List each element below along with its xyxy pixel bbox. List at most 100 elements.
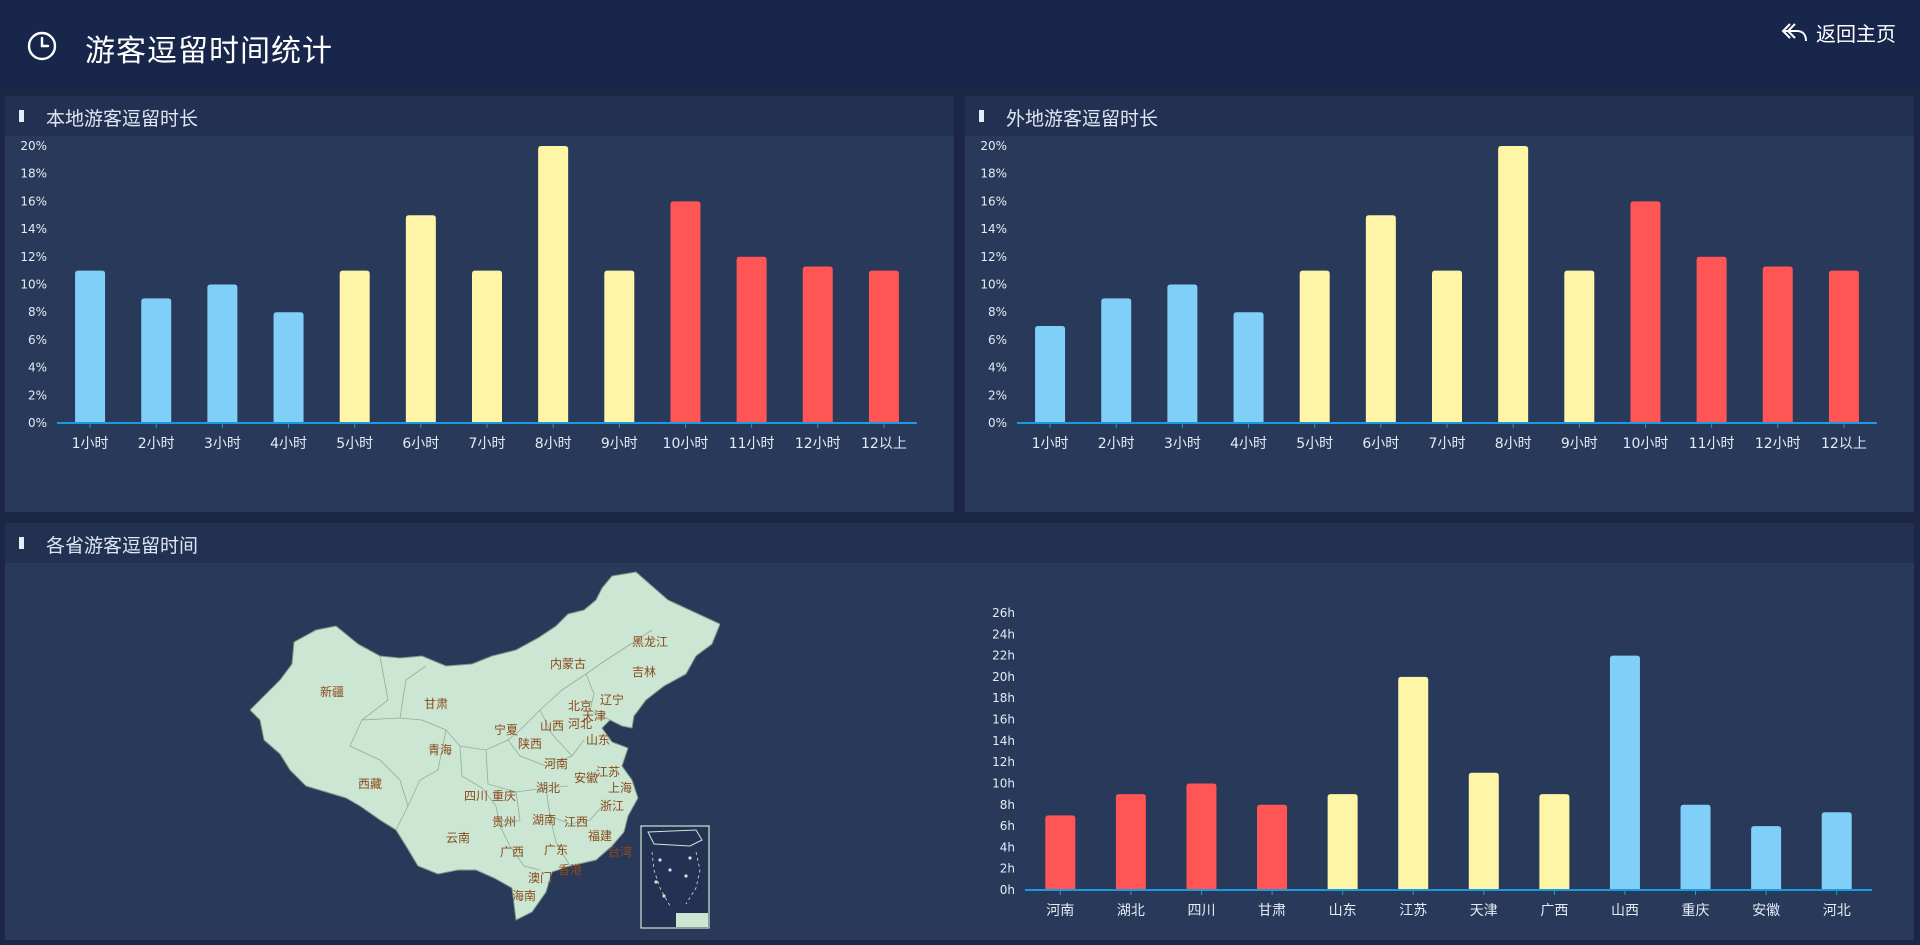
y-tick-label: 0% — [988, 416, 1007, 430]
x-tick-label: 4小时 — [1230, 436, 1267, 452]
province-label: 山东 — [586, 733, 610, 747]
south-china-sea-inset — [640, 825, 710, 929]
x-tick-label: 湖北 — [1117, 903, 1145, 919]
y-tick-label: 14% — [980, 222, 1007, 236]
y-tick-label: 6h — [1000, 819, 1015, 833]
province-label: 上海 — [608, 780, 632, 795]
x-tick-label: 1小时 — [72, 436, 109, 452]
y-tick-label: 24h — [992, 627, 1015, 641]
y-tick-label: 2h — [1000, 862, 1015, 876]
panel-title: 各省游客逗留时间 — [46, 535, 199, 557]
x-tick-label: 3小时 — [1164, 436, 1201, 452]
bar — [1762, 266, 1793, 423]
province-label: 北京 — [568, 699, 592, 713]
province-label: 江苏 — [596, 765, 620, 779]
province-label: 黑龙江 — [632, 635, 668, 649]
bar — [1327, 794, 1358, 890]
bar — [1828, 270, 1859, 423]
clock-icon — [27, 31, 57, 61]
x-tick-label: 5小时 — [336, 436, 373, 452]
y-tick-label: 16h — [992, 713, 1015, 727]
province-label: 宁夏 — [494, 722, 518, 737]
bar — [1101, 298, 1132, 423]
y-tick-label: 6% — [28, 333, 47, 347]
province-label: 西藏 — [358, 777, 382, 791]
title-marker — [19, 110, 24, 122]
province-label: 河南 — [544, 756, 568, 771]
y-tick-label: 16% — [20, 194, 47, 208]
x-tick-label: 8小时 — [1495, 436, 1532, 452]
bar — [1432, 270, 1462, 423]
province-label: 四川 — [464, 789, 488, 803]
y-tick-label: 20% — [980, 139, 1007, 153]
x-tick-label: 9小时 — [1561, 436, 1598, 452]
y-tick-label: 14% — [20, 222, 47, 236]
province-label: 陕西 — [518, 736, 542, 751]
x-tick-label: 2小时 — [1098, 436, 1135, 452]
map-province-borders — [349, 629, 653, 871]
province-label: 香港 — [558, 863, 582, 877]
y-tick-label: 18% — [980, 167, 1007, 181]
back-home-button[interactable]: 返回主页 — [1780, 18, 1896, 46]
bar — [472, 270, 502, 423]
province-label: 江西 — [564, 815, 588, 829]
remote-panel: 外地游客逗留时长 0% 2% 4% 6% 8% 10% 12% 14% 16% 18% 20% 1小时… — [965, 96, 1914, 512]
province-label: 云南 — [446, 830, 470, 845]
x-tick-label: 7小时 — [1429, 436, 1466, 452]
province-label: 安徽 — [574, 770, 598, 785]
bar — [1233, 312, 1264, 423]
y-tick-label: 2% — [28, 388, 47, 402]
province-label: 广东 — [544, 843, 568, 857]
y-tick-label: 0% — [28, 416, 47, 430]
x-tick-label: 河北 — [1823, 903, 1851, 919]
y-tick-label: 18% — [20, 167, 47, 181]
province-label: 浙江 — [600, 799, 624, 813]
province-panel: 各省游客逗留时间 0h 2h 4h 6h 8h 10h 12h 14h 16h 18h 20h 22h… — [5, 523, 1914, 940]
y-tick-label: 16% — [980, 194, 1007, 208]
bar — [1539, 794, 1570, 890]
bar — [1045, 815, 1076, 890]
bar — [75, 270, 106, 423]
x-tick-label: 1小时 — [1032, 436, 1069, 452]
panel-title: 本地游客逗留时长 — [46, 108, 199, 130]
province-label: 吉林 — [632, 665, 656, 679]
bar — [339, 270, 370, 423]
x-tick-label: 重庆 — [1682, 903, 1710, 919]
province-label: 台湾 — [608, 844, 632, 859]
y-tick-label: 18h — [992, 691, 1015, 705]
x-tick-label: 2小时 — [138, 436, 175, 452]
y-tick-label: 12h — [992, 755, 1015, 769]
page-title: 游客逗留时间统计 — [85, 34, 333, 69]
y-tick-label: 4% — [28, 361, 47, 375]
x-tick-label: 广西 — [1540, 903, 1568, 919]
bar — [1564, 270, 1595, 423]
bar — [868, 270, 899, 423]
x-tick-label: 四川 — [1187, 903, 1215, 919]
y-tick-label: 4h — [1000, 840, 1015, 854]
province-label: 湖南 — [532, 812, 556, 827]
x-tick-label: 5小时 — [1296, 436, 1333, 452]
province-label: 贵州 — [492, 815, 516, 829]
x-tick-label: 天津 — [1470, 903, 1498, 919]
x-tick-label: 8小时 — [535, 436, 572, 452]
province-label: 内蒙古 — [550, 656, 586, 671]
panel-title: 外地游客逗留时长 — [1006, 108, 1159, 130]
bar — [1821, 812, 1852, 890]
bar — [1751, 826, 1782, 890]
y-tick-label: 10% — [20, 278, 47, 292]
y-tick-label: 10h — [992, 776, 1015, 790]
bar — [1609, 655, 1640, 890]
back-home-label: 返回主页 — [1816, 21, 1896, 46]
y-tick-label: 20% — [20, 139, 47, 153]
bar — [538, 146, 569, 423]
y-tick-label: 26h — [992, 606, 1015, 620]
bar — [207, 284, 238, 423]
bar — [1630, 201, 1661, 423]
bar — [1498, 146, 1529, 423]
x-tick-label: 12小时 — [1755, 436, 1801, 452]
province-label: 重庆 — [492, 789, 516, 803]
x-tick-label: 12以上 — [1821, 436, 1867, 452]
bar — [1186, 783, 1217, 890]
province-label: 湖北 — [536, 780, 560, 795]
reply-arrow-icon — [1781, 23, 1807, 42]
